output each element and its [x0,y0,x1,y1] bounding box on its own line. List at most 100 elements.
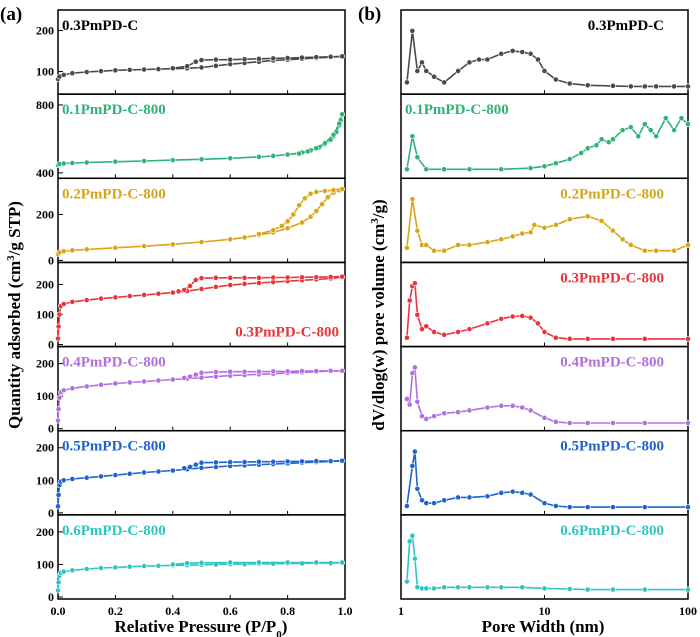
isotherm-point [184,63,191,70]
isotherm-point [98,68,104,75]
isotherm-point [55,335,61,342]
psd-point [578,150,585,156]
isotherm-point [299,560,305,567]
isotherm-point [69,247,76,254]
isotherm-point [60,160,67,167]
psd-point [423,242,430,248]
psd-point [412,448,418,455]
isotherm-point [241,274,248,281]
isotherm-point [198,465,205,471]
psd-point [566,156,573,162]
psd-point [552,222,559,228]
psd-point [671,127,677,134]
xtick-label: 0.8 [280,604,295,618]
isotherm-point [319,201,325,208]
psd-point [409,462,416,469]
psd-point [552,160,559,167]
series-label-0-2pmpd-c-800: 0.2PmPD-C-800 [560,186,664,202]
psd-line-0-3pmpd-c [406,30,688,88]
isotherm-point [290,211,297,218]
psd-panel-0-6pmpd-c-800: 0.6PmPD-C-800 [400,514,691,600]
psd-point [455,409,462,416]
psd-panel-0-4pmpd-c-800: 0.4PmPD-C-800 [400,345,691,432]
isotherm-point [227,559,234,566]
series-label-0-3pmpd-c: 0.3PmPD-C [62,18,138,34]
psd-point [610,586,616,593]
isotherm-point [301,195,308,202]
isotherm-point [227,155,234,162]
isotherm-point [270,227,277,233]
psd-point [414,68,421,74]
psd-point [552,334,559,341]
series-label-0-3pmpd-c-800: 0.3PmPD-C-800 [235,325,339,341]
isotherm-point [69,160,76,166]
psd-point [441,331,448,338]
isotherm-point [313,368,320,374]
ytick-label: 200 [36,357,54,371]
ytick-label: 100 [36,389,54,403]
isotherm-point [327,367,334,374]
isotherm-point [55,579,62,586]
psd-point [409,370,416,377]
isotherm-point [55,417,61,424]
psd-panel-0-3pmpd-c: 0.3PmPD-C [400,9,691,95]
psd-point [466,407,473,414]
ytick-label: 200 [36,277,54,291]
isotherm-point [313,145,320,152]
isotherm-point [169,289,176,296]
isotherm-point [255,274,262,281]
isotherm-point [296,202,302,209]
isotherm-point [322,188,328,194]
psd-point [466,242,473,248]
isotherm-point [241,368,248,375]
isotherm-point [141,158,147,164]
isotherm-point [55,406,62,413]
series-label-0-1pmpd-c-800: 0.1PmPD-C-800 [405,102,509,118]
psd-line-0-3pmpd-c-800 [406,281,688,340]
psd-point [653,133,660,140]
psd-point [423,500,430,507]
psd-point [584,420,591,426]
isotherm-point [141,66,147,73]
panel-a-ylabel: Quantity adsorbed (cm3/g STP) [5,201,24,429]
isotherm-point [141,563,147,569]
xtick-label: 1 [398,604,404,618]
isotherm-point [192,58,199,65]
isotherm-point [60,568,67,575]
psd-point [412,364,418,371]
psd-point [414,398,421,405]
psd-point [498,315,505,322]
psd-point [509,488,516,495]
isotherm-point [307,213,314,220]
isotherm-point [284,274,291,281]
isotherm-point [169,376,176,383]
isotherm-point [83,383,90,390]
psd-point [584,504,591,511]
ytick-label: 0 [48,506,54,520]
ytick-label: 100 [36,65,54,79]
isotherm-point [327,53,334,60]
isotherm-point [299,54,305,61]
psd-point [566,420,573,426]
isotherm-point [198,459,205,466]
isotherm-point [155,468,162,475]
psd-point [641,586,648,593]
isotherm-point [212,369,219,375]
psd-point [404,166,410,173]
psd-line-0-5pmpd-c-800 [406,451,688,508]
isotherm-point [255,280,262,286]
ytick-label: 0 [48,422,54,436]
psd-point [541,68,548,74]
ytick-label: 0 [48,253,54,267]
isotherm-point [126,293,133,300]
psd-point [519,584,526,591]
isotherm-point [55,503,61,510]
isotherm-point [112,380,119,387]
isotherm-point [339,457,346,464]
xtick-label: 0.2 [108,604,123,618]
psd-point [566,586,573,592]
psd-point [519,230,526,237]
psd-point [627,83,634,90]
isotherm-point [112,564,119,571]
psd-line-0-6pmpd-c-800 [406,532,688,591]
